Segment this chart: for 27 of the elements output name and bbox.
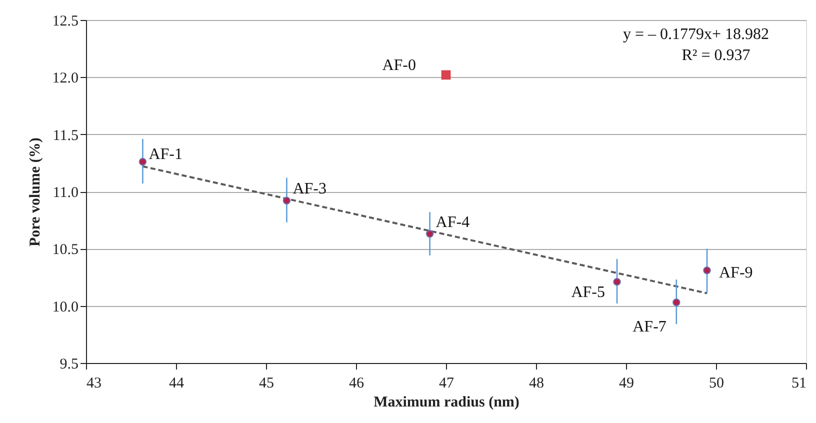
y-tick-label: 10.5: [52, 242, 78, 258]
x-tick-label: 49: [619, 376, 634, 392]
x-tick-label: 48: [529, 376, 544, 392]
y-tick-label: 12.5: [52, 14, 78, 30]
annotation: AF-3: [292, 180, 326, 198]
annotation: R² = 0.937: [682, 47, 750, 64]
annotation: AF-0: [382, 56, 416, 74]
y-tick-label: 12.0: [52, 70, 78, 87]
annotation: AF-5: [571, 284, 605, 301]
x-axis-title: Maximum radius (nm): [374, 394, 520, 410]
y-tick-label: 9.5: [60, 356, 78, 372]
annotation: y = – 0.1779x+ 18.982: [622, 26, 770, 43]
x-tick-label: 51: [792, 376, 806, 392]
y-tick-label: 10.0: [52, 299, 78, 316]
x-tick-label: 45: [259, 376, 274, 392]
annotation: AF-1: [148, 146, 182, 163]
annotation: AF-7: [632, 318, 666, 336]
x-tick-label: 47: [439, 376, 454, 392]
x-tick-label: 44: [169, 376, 184, 392]
annotation: AF-9: [719, 264, 753, 282]
x-tick-label: 50: [709, 376, 724, 392]
annotation: AF-4: [436, 214, 470, 231]
x-tick-label: 46: [349, 376, 364, 392]
y-axis-title: Pore volume (%): [27, 138, 44, 246]
y-tick-label: 11.5: [52, 128, 78, 144]
x-tick-label: 43: [86, 376, 102, 392]
y-tick-label: 11.0: [52, 185, 78, 201]
